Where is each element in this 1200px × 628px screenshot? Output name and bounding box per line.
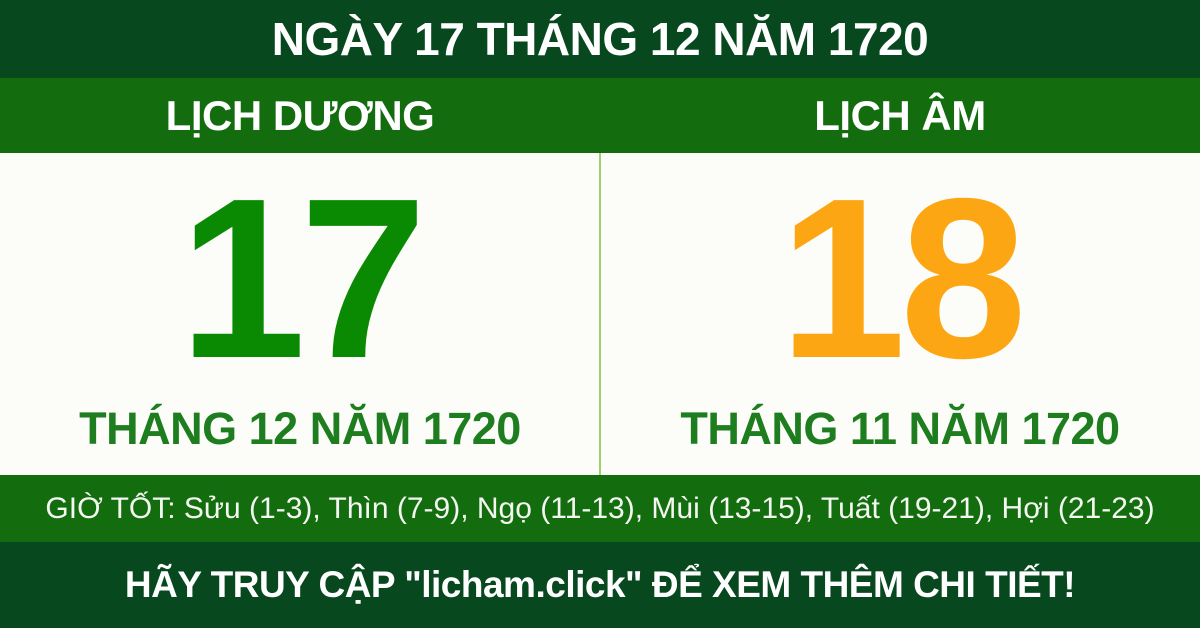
solar-month-year-label: THÁNG 12 NĂM 1720: [79, 403, 521, 454]
lunar-day-number: 18: [779, 152, 1027, 406]
solar-calendar-panel: 17 THÁNG 12 NĂM 1720: [0, 153, 600, 475]
lunar-month-year-label: THÁNG 11 NĂM 1720: [680, 403, 1120, 454]
page-title: NGÀY 17 THÁNG 12 NĂM 1720: [271, 13, 929, 65]
solar-day-number: 17: [179, 152, 427, 406]
panel-divider: [599, 153, 601, 475]
header-banner: NGÀY 17 THÁNG 12 NĂM 1720: [0, 0, 1200, 78]
footer-cta-text: HÃY TRUY CẬP "licham.click" ĐỂ XEM THÊM …: [124, 564, 1076, 605]
solar-calendar-header: LỊCH DƯƠNG: [165, 91, 435, 139]
lunar-calendar-panel: 18 THÁNG 11 NĂM 1720: [600, 153, 1200, 475]
good-hours-text: GIỜ TỐT: Sửu (1-3), Thìn (7-9), Ngọ (11-…: [45, 491, 1155, 525]
calendar-panels: 17 THÁNG 12 NĂM 1720 18 THÁNG 11 NĂM 172…: [0, 153, 1200, 475]
good-hours-bar: GIỜ TỐT: Sửu (1-3), Thìn (7-9), Ngọ (11-…: [0, 475, 1200, 542]
calendar-column-headers: LỊCH DƯƠNG LỊCH ÂM: [0, 78, 1200, 153]
lunar-calendar-header: LỊCH ÂM: [814, 91, 986, 139]
footer-banner: HÃY TRUY CẬP "licham.click" ĐỂ XEM THÊM …: [0, 542, 1200, 628]
